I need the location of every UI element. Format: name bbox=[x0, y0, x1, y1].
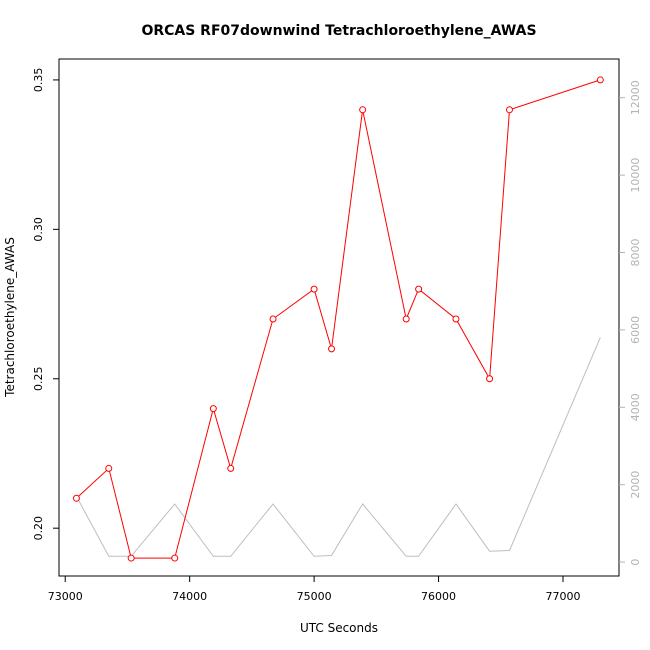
x-tick-label: 74000 bbox=[172, 590, 207, 603]
data-point bbox=[209, 405, 217, 413]
y2-tick-label: 10000 bbox=[629, 158, 642, 193]
series-layer bbox=[72, 76, 604, 562]
x-axis: 73000 74000 75000 76000 77000 bbox=[48, 576, 581, 603]
x-tick-label: 75000 bbox=[297, 590, 332, 603]
data-point bbox=[328, 345, 336, 353]
x-tick-label: 77000 bbox=[546, 590, 581, 603]
data-point bbox=[359, 106, 367, 114]
data-point bbox=[310, 285, 318, 293]
y-axis: 0.20 0.25 0.30 0.35 bbox=[32, 68, 59, 541]
y-tick-label: 0.35 bbox=[32, 68, 45, 93]
y2-tick-label: 8000 bbox=[629, 238, 642, 266]
y2-tick-label: 4000 bbox=[629, 393, 642, 421]
y-tick-label: 0.20 bbox=[32, 516, 45, 541]
y2-tick-label: 6000 bbox=[629, 316, 642, 344]
y-tick-label: 0.25 bbox=[32, 367, 45, 392]
x-tick-label: 73000 bbox=[48, 590, 83, 603]
y2-axis: 0 2000 4000 6000 8000 10000 12000 bbox=[619, 80, 642, 566]
y-axis-label: Tetrachloroethylene_AWAS bbox=[3, 237, 17, 398]
data-point bbox=[105, 464, 113, 472]
data-point bbox=[269, 315, 277, 323]
data-point bbox=[452, 315, 460, 323]
data-point bbox=[127, 554, 135, 562]
data-point bbox=[171, 554, 179, 562]
y-tick-label: 0.30 bbox=[32, 217, 45, 242]
data-point bbox=[486, 375, 494, 383]
x-tick-label: 76000 bbox=[421, 590, 456, 603]
secondary-series-line bbox=[75, 337, 601, 557]
y2-tick-label: 0 bbox=[629, 559, 642, 566]
data-point bbox=[505, 106, 513, 114]
chart-title: ORCAS RF07downwind Tetrachloroethylene_A… bbox=[141, 23, 536, 39]
data-point bbox=[227, 464, 235, 472]
plot-frame bbox=[58, 58, 620, 577]
data-point bbox=[596, 76, 604, 84]
data-point bbox=[72, 494, 80, 502]
x-axis-label: UTC Seconds bbox=[300, 621, 378, 635]
y2-tick-label: 12000 bbox=[629, 80, 642, 115]
primary-series-line bbox=[76, 79, 601, 559]
data-point bbox=[402, 315, 410, 323]
y2-tick-label: 2000 bbox=[629, 471, 642, 499]
data-point bbox=[415, 285, 423, 293]
